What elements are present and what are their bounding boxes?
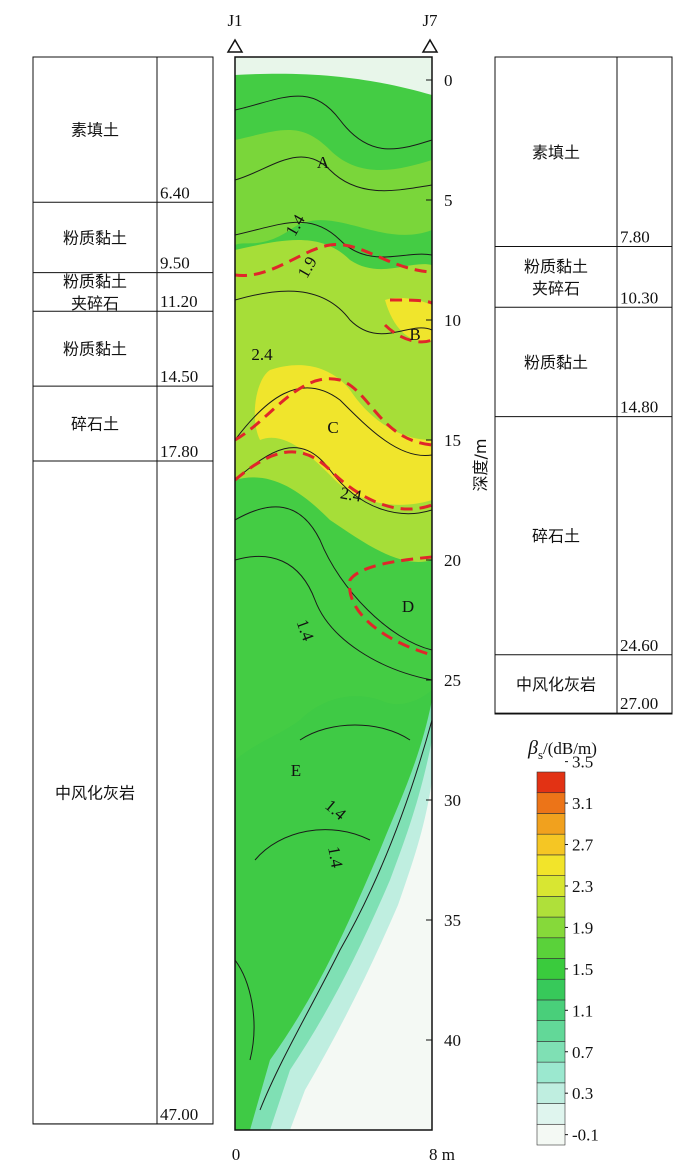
layer-name: 碎石土 bbox=[532, 527, 580, 546]
y-tick-label: 40 bbox=[444, 1031, 461, 1050]
x-label: 0 bbox=[232, 1145, 241, 1164]
colorbar-tick-label: 1.1 bbox=[572, 1001, 593, 1020]
colorbar-swatch bbox=[536, 854, 566, 876]
colorbar-title: βs/(dB/m) bbox=[527, 737, 597, 762]
colorbar-title-part: β bbox=[527, 737, 538, 759]
colorbar-tick-label: 2.7 bbox=[572, 836, 594, 855]
colorbar-swatch bbox=[536, 937, 566, 959]
layer-depth: 47.00 bbox=[160, 1105, 198, 1124]
colorbar-tick-label: 3.5 bbox=[572, 753, 593, 772]
layer-depth: 7.80 bbox=[620, 228, 650, 247]
zone-label: E bbox=[291, 761, 301, 780]
colorbar-tick-label: 0.7 bbox=[572, 1043, 594, 1062]
colorbar-tick-label: 1.5 bbox=[572, 960, 593, 979]
colorbar-swatch bbox=[536, 896, 566, 918]
layer-depth: 14.80 bbox=[620, 398, 658, 417]
layer-name: 粉质黏土 bbox=[63, 272, 127, 291]
x-label: 8 m bbox=[429, 1145, 455, 1164]
colorbar-swatch bbox=[536, 1123, 566, 1146]
colorbar-swatch bbox=[536, 792, 566, 814]
colorbar-tick-label: -0.1 bbox=[572, 1126, 599, 1145]
colorbar-swatch bbox=[536, 978, 566, 1001]
layer-name: 粉质黏土 bbox=[63, 340, 127, 359]
plot-frame bbox=[234, 56, 433, 1131]
y-tick-label: 15 bbox=[444, 431, 461, 450]
borehole-label: J7 bbox=[422, 11, 438, 30]
colorbar-swatch bbox=[536, 1041, 566, 1063]
y-tick-label: 20 bbox=[444, 551, 461, 570]
layer-depth: 27.00 bbox=[620, 694, 658, 713]
borehole-markers bbox=[226, 38, 439, 53]
contour-label: 2.4 bbox=[251, 345, 273, 364]
colorbar-swatch bbox=[536, 833, 566, 856]
colorbar-swatch bbox=[536, 771, 566, 794]
layer-name: 粉质黏土 bbox=[63, 228, 127, 247]
colorbar-swatch bbox=[536, 1103, 566, 1125]
zone-label: D bbox=[402, 597, 414, 616]
layer-name: 中风化灰岩 bbox=[55, 783, 135, 802]
y-tick-label: 0 bbox=[444, 71, 453, 90]
zone-label: A bbox=[317, 153, 330, 172]
y-tick-label: 30 bbox=[444, 791, 461, 810]
layer-name: 夹碎石 bbox=[71, 294, 119, 313]
layer-name: 碎石土 bbox=[71, 415, 119, 434]
layer-depth: 17.80 bbox=[160, 442, 198, 461]
layer-depth: 9.50 bbox=[160, 254, 190, 273]
layer-name: 粉质黏土 bbox=[524, 257, 588, 276]
contour-label: 1.4 bbox=[324, 845, 346, 870]
layer-depth: 14.50 bbox=[160, 367, 198, 386]
colorbar-swatch bbox=[536, 999, 566, 1021]
layer-depth: 24.60 bbox=[620, 636, 658, 655]
contour-plot bbox=[235, 57, 432, 1130]
y-tick-label: 10 bbox=[444, 311, 461, 330]
axis-label: 深度/m bbox=[471, 439, 490, 492]
borehole-label: J1 bbox=[227, 11, 242, 30]
zone-label: B bbox=[409, 325, 420, 344]
layer-name: 夹碎石 bbox=[532, 279, 580, 298]
colorbar-swatch bbox=[536, 1082, 566, 1104]
contour-label: 2.4 bbox=[339, 483, 364, 505]
layer-name: 中风化灰岩 bbox=[516, 675, 596, 694]
colorbar-swatch bbox=[536, 916, 566, 939]
colorbar-swatch bbox=[536, 958, 566, 980]
colorbar-swatch bbox=[536, 813, 566, 835]
layer-depth: 11.20 bbox=[160, 292, 198, 311]
colorbar-title-part: /(dB/m) bbox=[543, 739, 597, 758]
layer-depth: 10.30 bbox=[620, 288, 658, 307]
zone-label: C bbox=[327, 418, 338, 437]
colorbar-tick-label: 0.3 bbox=[572, 1084, 593, 1103]
colorbar-title-part: s bbox=[538, 747, 543, 762]
layer-name: 粉质黏土 bbox=[524, 353, 588, 372]
y-tick-label: 25 bbox=[444, 671, 461, 690]
colorbar-tick-label: 2.3 bbox=[572, 877, 593, 896]
layer-depth: 6.40 bbox=[160, 183, 190, 202]
y-tick-label: 5 bbox=[444, 191, 453, 210]
right-log-frame bbox=[494, 56, 673, 715]
layer-name: 素填土 bbox=[71, 121, 119, 140]
left-log-frame bbox=[32, 56, 214, 1125]
colorbar-tick-label: 3.1 bbox=[572, 794, 593, 813]
colorbar-tick-label: 1.9 bbox=[572, 918, 593, 937]
y-tick-label: 35 bbox=[444, 911, 461, 930]
colorbar-swatch bbox=[536, 1061, 566, 1084]
colorbar-swatch bbox=[536, 1020, 566, 1042]
layer-name: 素填土 bbox=[532, 143, 580, 162]
colorbar-swatch bbox=[536, 875, 566, 897]
